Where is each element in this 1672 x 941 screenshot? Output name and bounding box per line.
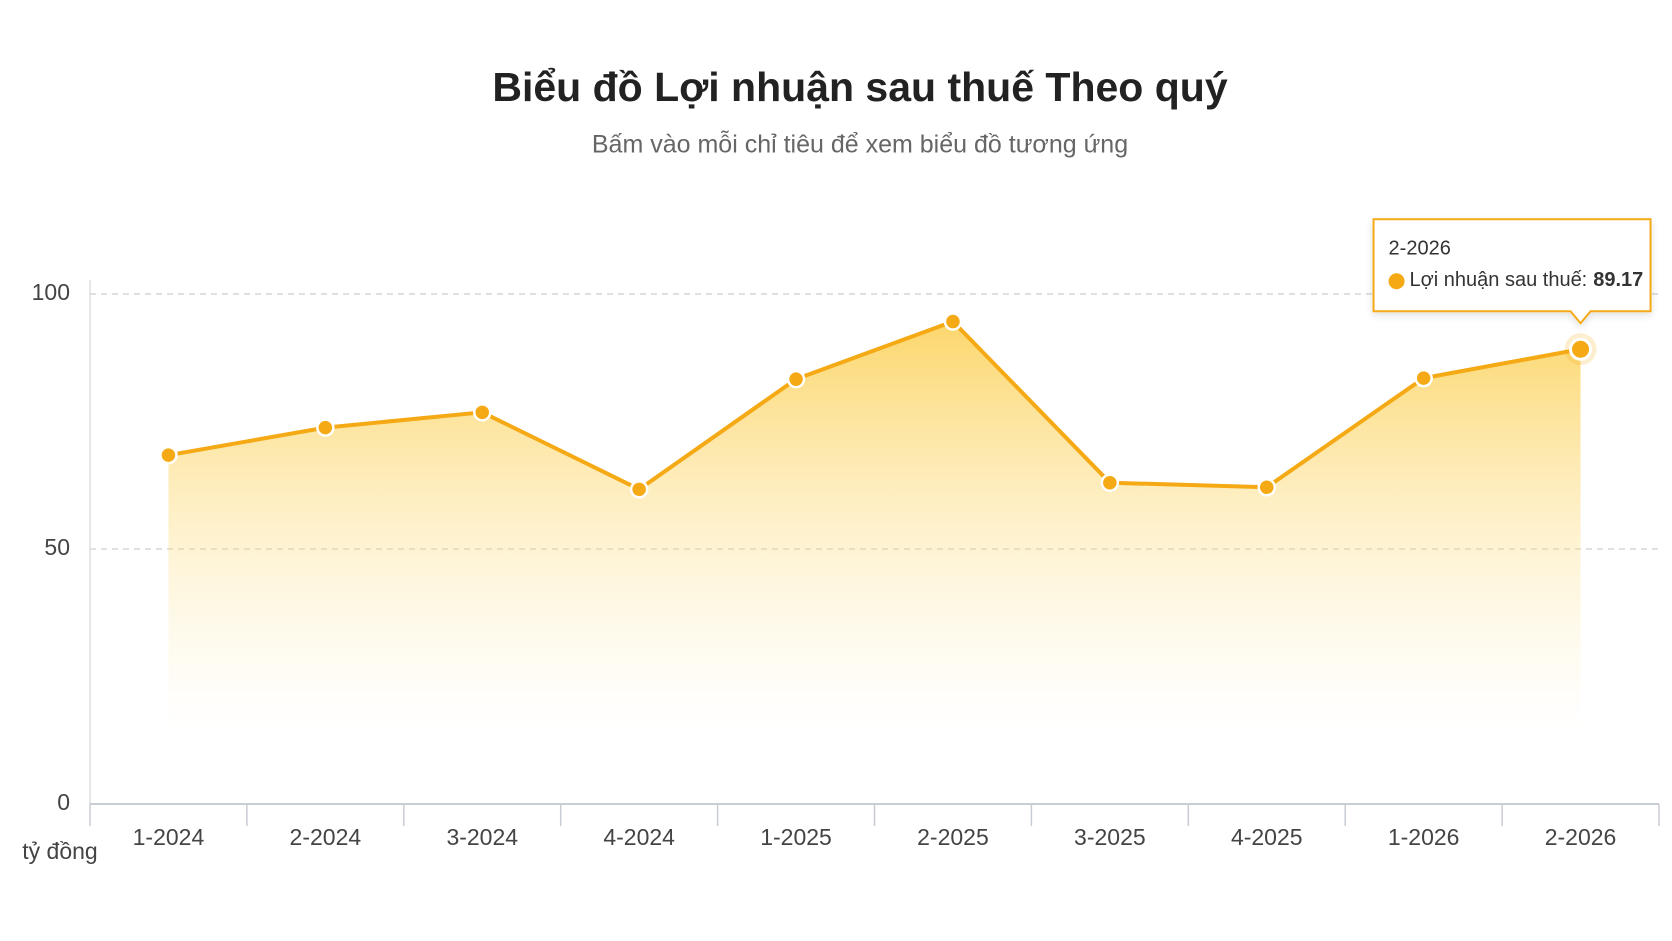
x-tick-label: 2-2025 bbox=[917, 824, 989, 850]
point bbox=[1569, 337, 1593, 361]
x-tick-label: 4-2024 bbox=[603, 824, 675, 850]
tooltip-label: Lợi nhuận sau thuế: 89.17 bbox=[1410, 270, 1644, 292]
x-tick-label: 2-2024 bbox=[290, 824, 362, 850]
x-tick-label: 3-2025 bbox=[1074, 824, 1146, 850]
tooltip bbox=[1372, 218, 1652, 325]
y-tick-label: 50 bbox=[44, 534, 70, 560]
x-tick-label: 1-2026 bbox=[1388, 824, 1460, 850]
point bbox=[1257, 478, 1276, 497]
tooltip-series-name: Lợi nhuận sau thuế: bbox=[1410, 270, 1588, 292]
tooltip-box bbox=[1372, 218, 1652, 325]
line bbox=[168, 319, 1581, 492]
tooltip-marker bbox=[1388, 273, 1405, 290]
chart-title: Biểu đồ Lợi nhuận sau thuế Theo quý bbox=[492, 64, 1227, 110]
point bbox=[629, 480, 649, 499]
point bbox=[1100, 473, 1120, 492]
point bbox=[316, 418, 335, 437]
y-axis-unit: tỷ đồng bbox=[22, 838, 97, 864]
y-tick-label: 0 bbox=[57, 789, 70, 815]
y-tick-label: 100 bbox=[32, 279, 70, 305]
area bbox=[168, 321, 1581, 744]
point bbox=[473, 403, 492, 422]
point bbox=[943, 312, 963, 331]
x-tick-label: 1-2024 bbox=[133, 824, 205, 850]
tooltip-category: 2-2026 bbox=[1389, 238, 1451, 260]
point bbox=[159, 445, 178, 465]
x-tick-label: 2-2026 bbox=[1545, 824, 1617, 850]
tooltip-value: 89.17 bbox=[1593, 270, 1643, 292]
x-tick-label: 1-2025 bbox=[760, 824, 832, 850]
point bbox=[786, 369, 806, 389]
x-tick-label: 4-2025 bbox=[1231, 824, 1303, 850]
point bbox=[1414, 368, 1433, 388]
chart-subtitle: Bấm vào mỗi chỉ tiêu để xem biểu đồ tươn… bbox=[592, 130, 1128, 159]
x-tick-label: 3-2024 bbox=[446, 824, 518, 850]
